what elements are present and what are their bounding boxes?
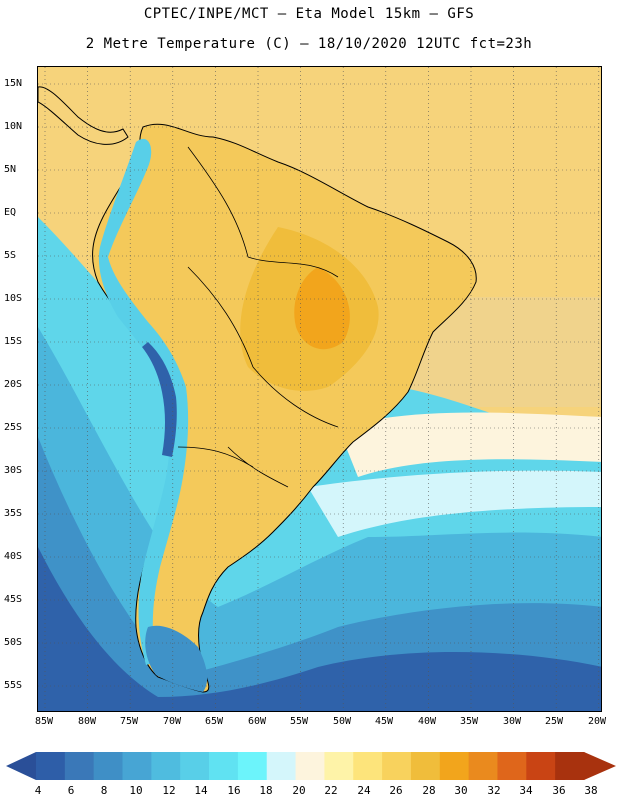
colorbar-label-24: 24 (357, 784, 371, 797)
colorbar-label-22: 22 (324, 784, 338, 797)
ocean-cool-strip (308, 470, 601, 537)
colorbar-box (151, 752, 181, 780)
colorbar-label-32: 32 (487, 784, 501, 797)
colorbar-box (180, 752, 210, 780)
lat-label-15n: 15N (4, 78, 23, 89)
lat-label-50s: 50S (4, 637, 23, 648)
lon-label-35w: 35W (459, 716, 479, 727)
lon-label-45w: 45W (374, 716, 394, 727)
lat-label-25s: 25S (4, 422, 23, 433)
colorbar-label-38: 38 (584, 784, 598, 797)
colorbar-label-36: 36 (552, 784, 566, 797)
lon-label-40w: 40W (417, 716, 437, 727)
andes-cold-peaks (142, 342, 177, 457)
colorbar-label-28: 28 (422, 784, 436, 797)
colorbar-label-12: 12 (162, 784, 176, 797)
lon-label-60w: 60W (247, 716, 267, 727)
colorbar-box (468, 752, 498, 780)
ocean-cold-band (38, 437, 601, 711)
ocean-coldest-band (38, 547, 601, 711)
colorbar-box (353, 752, 383, 780)
colorbar-label-16: 16 (227, 784, 241, 797)
country-borders (177, 146, 339, 488)
chart-title-line1: CPTEC/INPE/MCT – Eta Model 15km – GFS (143, 6, 475, 22)
colorbar-label-34: 34 (519, 784, 533, 797)
lat-label-10n: 10N (4, 121, 23, 132)
colorbar-box (209, 752, 239, 780)
lat-label-5s: 5S (4, 250, 17, 261)
colorbar-boxes (36, 752, 585, 780)
lat-label-30s: 30S (4, 465, 23, 476)
lat-label-15s: 15S (4, 336, 23, 347)
colorbar-label-18: 18 (259, 784, 273, 797)
lat-label-35s: 35S (4, 508, 23, 519)
colorbar-box (64, 752, 95, 780)
lon-label-20w: 20W (587, 716, 607, 727)
colorbar-label-26: 26 (389, 784, 403, 797)
colorbar-box (497, 752, 527, 780)
lat-label-eq: EQ (4, 207, 17, 218)
lon-label-70w: 70W (162, 716, 182, 727)
lon-label-25w: 25W (544, 716, 564, 727)
lat-label-5n: 5N (4, 164, 17, 175)
colorbar-box (295, 752, 325, 780)
lon-label-85w: 85W (34, 716, 54, 727)
colorbar (6, 752, 616, 780)
colorbar-under-arrow (6, 752, 36, 780)
colorbar-over-arrow (584, 752, 616, 780)
lon-label-75w: 75W (119, 716, 139, 727)
central-america-land (38, 86, 129, 145)
chart-title-line2: 2 Metre Temperature (C) – 18/10/2020 12U… (85, 36, 533, 52)
colorbar-box (122, 752, 152, 780)
patagonia-cold-area (145, 625, 208, 692)
colorbar-box (93, 752, 124, 780)
colorbar-label-14: 14 (194, 784, 208, 797)
colorbar-box (237, 752, 268, 780)
andes-cool-strip (98, 138, 189, 665)
lat-label-45s: 45S (4, 594, 23, 605)
interior-hot-core (294, 267, 350, 350)
lon-label-30w: 30W (502, 716, 522, 727)
colorbar-box (266, 752, 297, 780)
colorbar-box (410, 752, 441, 780)
colorbar-label-30: 30 (454, 784, 468, 797)
colorbar-label-20: 20 (292, 784, 306, 797)
colorbar-label-6: 6 (67, 784, 75, 797)
colorbar-box (439, 752, 470, 780)
lat-label-10s: 10S (4, 293, 23, 304)
map-frame (37, 66, 602, 712)
lon-label-50w: 50W (332, 716, 352, 727)
colorbar-box (324, 752, 354, 780)
lon-label-80w: 80W (77, 716, 97, 727)
colorbar-label-8: 8 (100, 784, 108, 797)
colorbar-box (382, 752, 412, 780)
lat-label-40s: 40S (4, 551, 23, 562)
colorbar-label-10: 10 (129, 784, 143, 797)
colorbar-label-4: 4 (34, 784, 42, 797)
lon-label-65w: 65W (204, 716, 224, 727)
temperature-map (38, 67, 601, 711)
lat-label-20s: 20S (4, 379, 23, 390)
lat-label-55s: 55S (4, 680, 23, 691)
ocean-mild-strip (338, 412, 601, 477)
colorbar-box (555, 752, 585, 780)
colorbar-box (36, 752, 66, 780)
lon-label-55w: 55W (289, 716, 309, 727)
colorbar-box (526, 752, 556, 780)
